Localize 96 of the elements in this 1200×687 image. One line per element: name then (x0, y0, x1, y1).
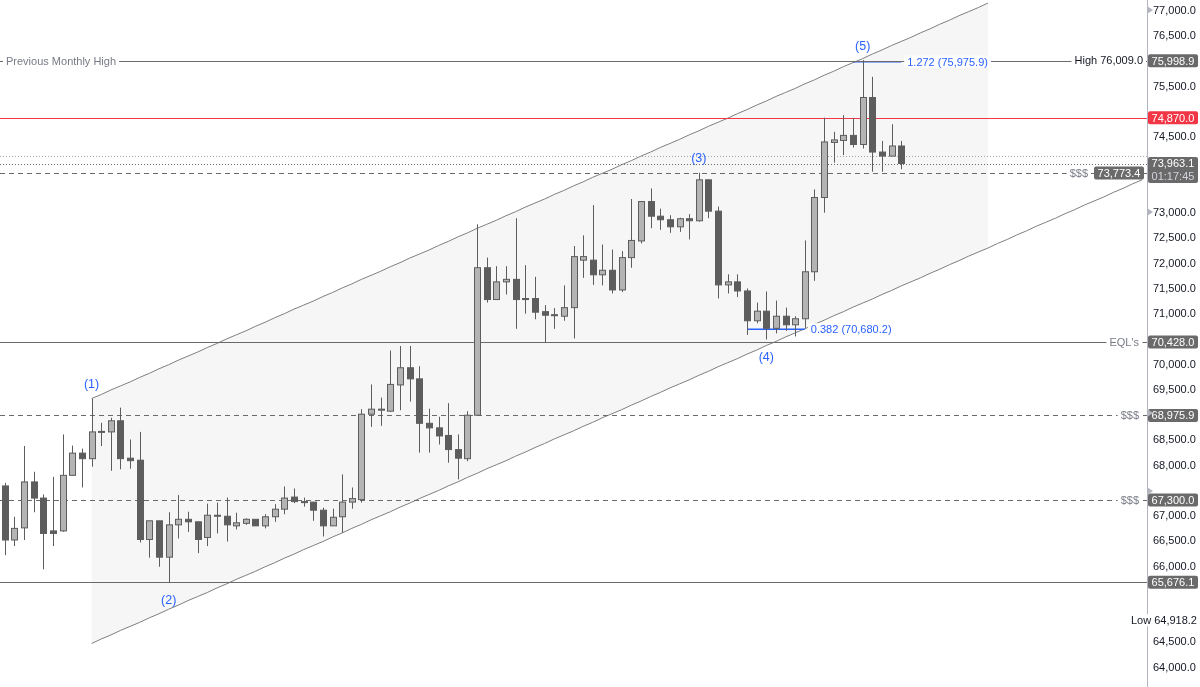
candlestick (339, 473, 346, 534)
y-tick-label: 74,500.0 (1153, 130, 1196, 143)
y-tick-label: 73,000.0 (1153, 206, 1196, 219)
y-tick-label: 66,500.0 (1153, 534, 1196, 547)
candlestick (108, 417, 115, 472)
candlestick (195, 521, 202, 554)
candlestick (224, 497, 231, 543)
candlestick (599, 243, 606, 286)
y-tick-label: 69,500.0 (1153, 382, 1196, 395)
series-label: 1.272 (75,975.9) (907, 55, 988, 68)
candlestick (50, 476, 57, 547)
y-tick-label: 77,000.0 (1153, 3, 1196, 16)
candlestick (69, 445, 76, 477)
candlestick (513, 217, 520, 330)
candlestick (773, 300, 780, 334)
candlestick (11, 516, 18, 547)
annotation: High 76,009.0 (1074, 54, 1143, 67)
candlestick (551, 307, 558, 330)
text: 01:17:45 (1151, 170, 1195, 183)
ref-line-label: $$$ (1120, 493, 1139, 506)
annotation: (4) (758, 349, 774, 364)
candlestick (79, 448, 86, 488)
candlestick (407, 345, 414, 403)
ref-line-label: Previous Monthly High (6, 54, 117, 67)
candlestick (879, 140, 886, 173)
candlestick (175, 494, 182, 539)
y-tick-label: 68,500.0 (1153, 433, 1196, 446)
ref-line-label: $$$ (1120, 409, 1139, 422)
y-tick-label: 75,998.9 (1151, 54, 1195, 67)
candlestick (320, 507, 327, 537)
ref-line-label: EQL's (1109, 335, 1140, 348)
candlestick (725, 273, 732, 294)
candlestick (397, 345, 404, 411)
candlestick (146, 520, 153, 559)
annotation: 73,773.4 (1097, 166, 1141, 179)
y-tick-label: 70,000.0 (1153, 357, 1196, 370)
annotation: (2) (161, 592, 177, 607)
annotation: (5) (855, 38, 871, 53)
candlestick (204, 503, 211, 547)
candlestick (98, 422, 105, 447)
candlestick (831, 131, 838, 164)
candlestick (542, 304, 549, 343)
candlestick (898, 140, 905, 170)
candlestick (436, 416, 443, 446)
y-tick-label: 67,000.0 (1153, 509, 1196, 522)
y-tick-label: 73,963.1 (1151, 157, 1195, 170)
candlestick (609, 249, 616, 294)
candlestick (349, 486, 356, 510)
candlestick (368, 383, 375, 428)
series-label: 0.382 (70,680.2) (810, 323, 892, 336)
y-tick-label: 68,975.9 (1151, 409, 1195, 422)
candlestick (590, 204, 597, 286)
candlestick (628, 198, 635, 269)
annotation: (3) (691, 151, 707, 166)
candlestick (686, 213, 693, 240)
candlestick (734, 273, 741, 298)
candlestick (455, 433, 462, 480)
candlestick (648, 187, 655, 229)
candlestick (783, 307, 790, 332)
candlestick (522, 264, 529, 315)
candlestick (426, 408, 433, 454)
candlestick (214, 502, 221, 534)
candlestick (840, 114, 847, 156)
y-tick-label: 64,500.0 (1153, 635, 1196, 648)
y-tick-label: 72,500.0 (1153, 231, 1196, 244)
candlestick (281, 485, 288, 515)
candlestick (763, 290, 770, 340)
candlestick (493, 265, 500, 301)
y-tick-label: 70,428.0 (1151, 335, 1195, 348)
candlestick (850, 117, 857, 148)
candlestick (657, 208, 664, 231)
candlestick (532, 276, 539, 320)
candlestick (754, 302, 761, 324)
candlestick (561, 284, 568, 322)
y-tick-label: 71,500.0 (1153, 281, 1196, 294)
y-tick-label: 76,500.0 (1153, 29, 1196, 42)
y-tick-label: 64,000.0 (1153, 660, 1196, 673)
y-tick-label: 71,000.0 (1153, 307, 1196, 320)
candlestick (503, 265, 510, 295)
y-tick-label: 72,000.0 (1153, 256, 1196, 269)
annotation: (1) (83, 377, 100, 392)
y-tick-label: 75,500.0 (1153, 79, 1196, 92)
y-tick-label: 67,300.0 (1151, 493, 1195, 506)
y-tick-label: 68,000.0 (1153, 458, 1196, 471)
candlestick (310, 501, 317, 522)
candlestick (580, 234, 587, 279)
ref-line-label: $$$ (1069, 166, 1088, 179)
y-tick-label: 65,676.1 (1151, 575, 1195, 588)
candlestick (792, 315, 799, 337)
candlestick (889, 123, 896, 157)
y-tick-label: 74,870.0 (1151, 111, 1195, 124)
candlestick (445, 402, 452, 464)
y-tick-label: 66,000.0 (1153, 559, 1196, 572)
y-tick-label: Low 64,918.2 (1130, 614, 1197, 627)
candlestick (378, 397, 385, 427)
candlestick (31, 471, 38, 513)
